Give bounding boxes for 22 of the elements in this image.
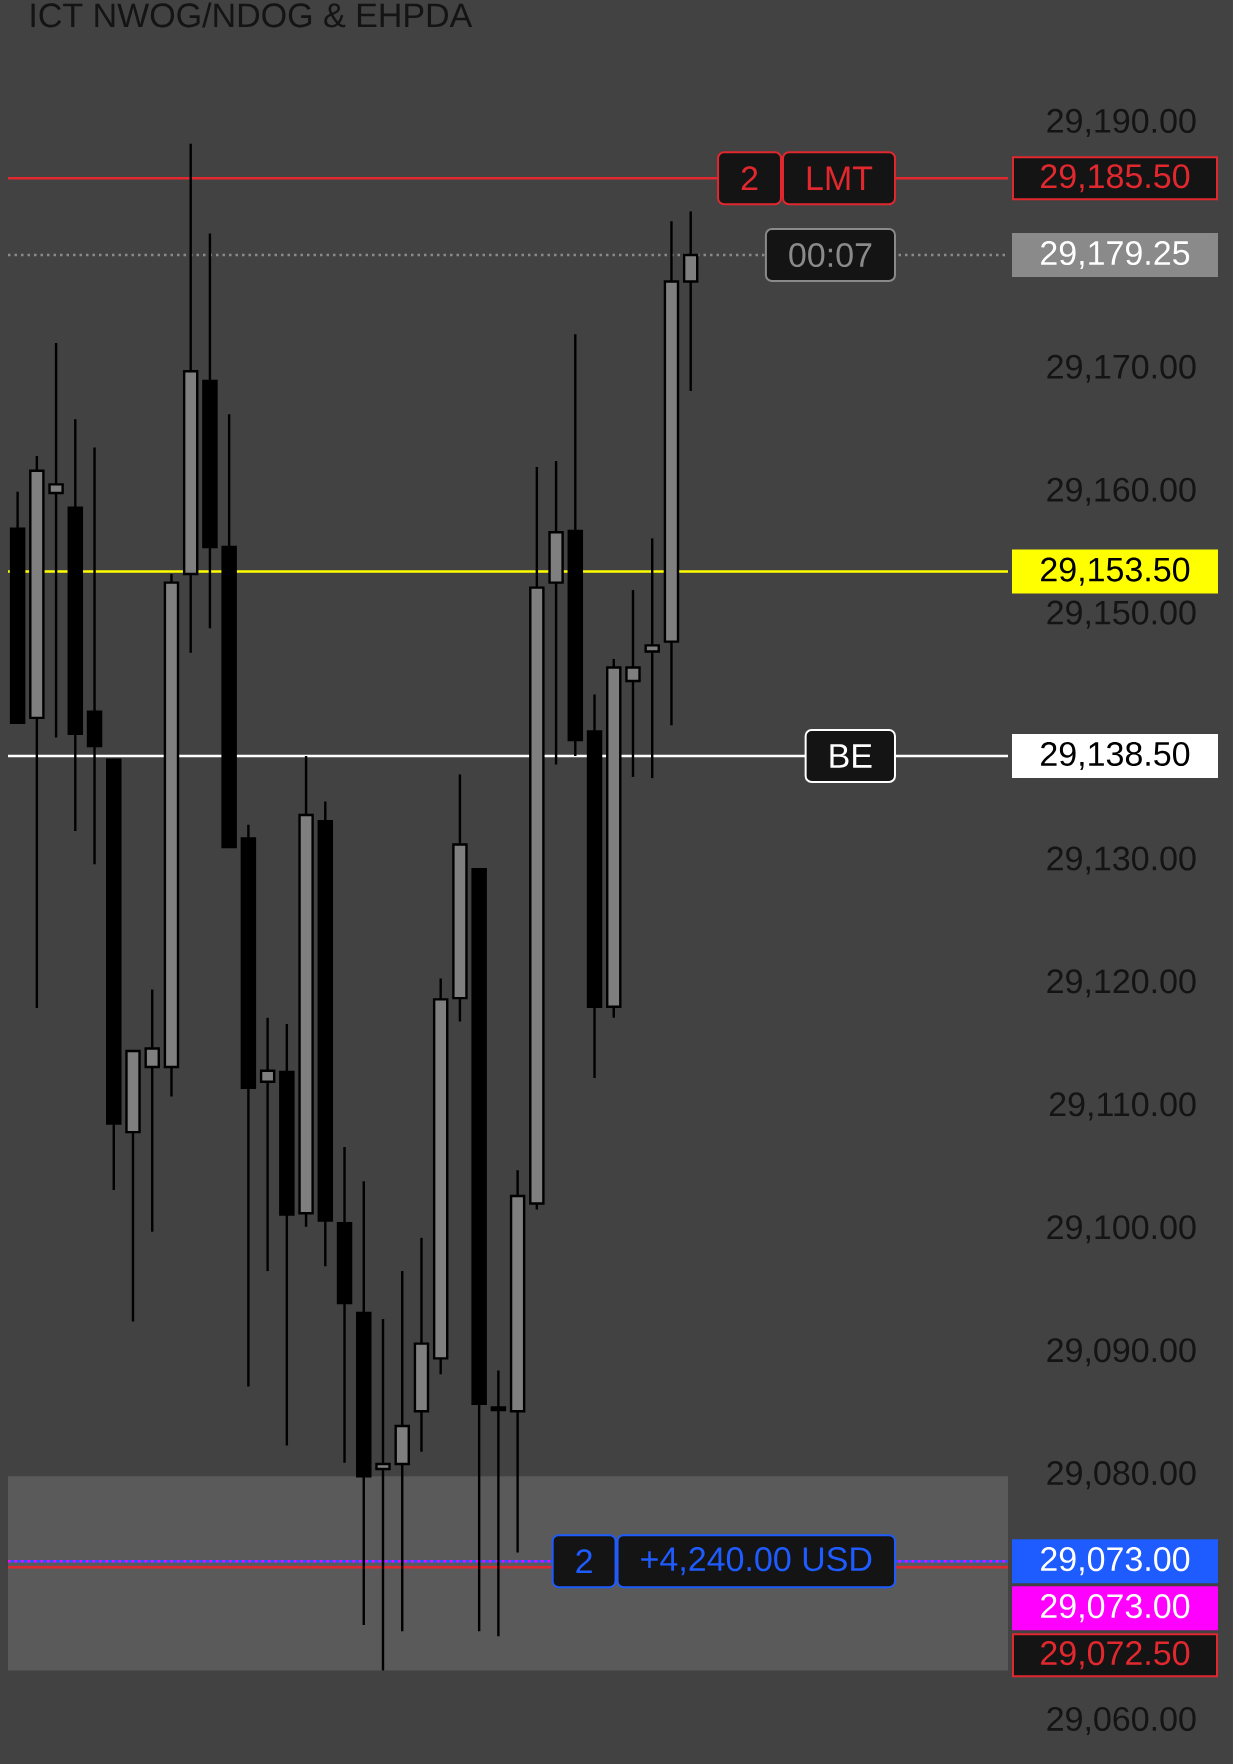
annotation: LMT — [807, 166, 873, 190]
candlestick — [86, 446, 103, 866]
ref-line-label: 29,073.00 — [1041, 1594, 1190, 1623]
candlestick — [394, 1269, 410, 1633]
candlestick — [259, 1016, 276, 1273]
ref-line-label: 29,138.50 — [1041, 741, 1190, 771]
annotation: 00:07 — [789, 243, 872, 268]
annotation: 2 — [576, 1549, 592, 1574]
ref-line-label: 29,072.50 — [1041, 1641, 1190, 1670]
ref-line-label: 29,073.00 — [1041, 1547, 1190, 1576]
candlestick — [375, 1317, 391, 1672]
ref-line-label: 29,153.50 — [1041, 557, 1190, 586]
annotation: 2 — [741, 166, 758, 191]
annotation: BE — [830, 744, 872, 768]
candlestick — [644, 537, 660, 780]
candlestick — [48, 341, 64, 739]
candlestick — [490, 1369, 507, 1638]
candlestick — [625, 588, 641, 779]
candlestick — [144, 988, 160, 1233]
ref-line-label: 29,185.50 — [1041, 164, 1190, 193]
ref-line-label: 29,179.25 — [1041, 241, 1190, 270]
annotation: +4,240.00 USD — [641, 1547, 872, 1576]
